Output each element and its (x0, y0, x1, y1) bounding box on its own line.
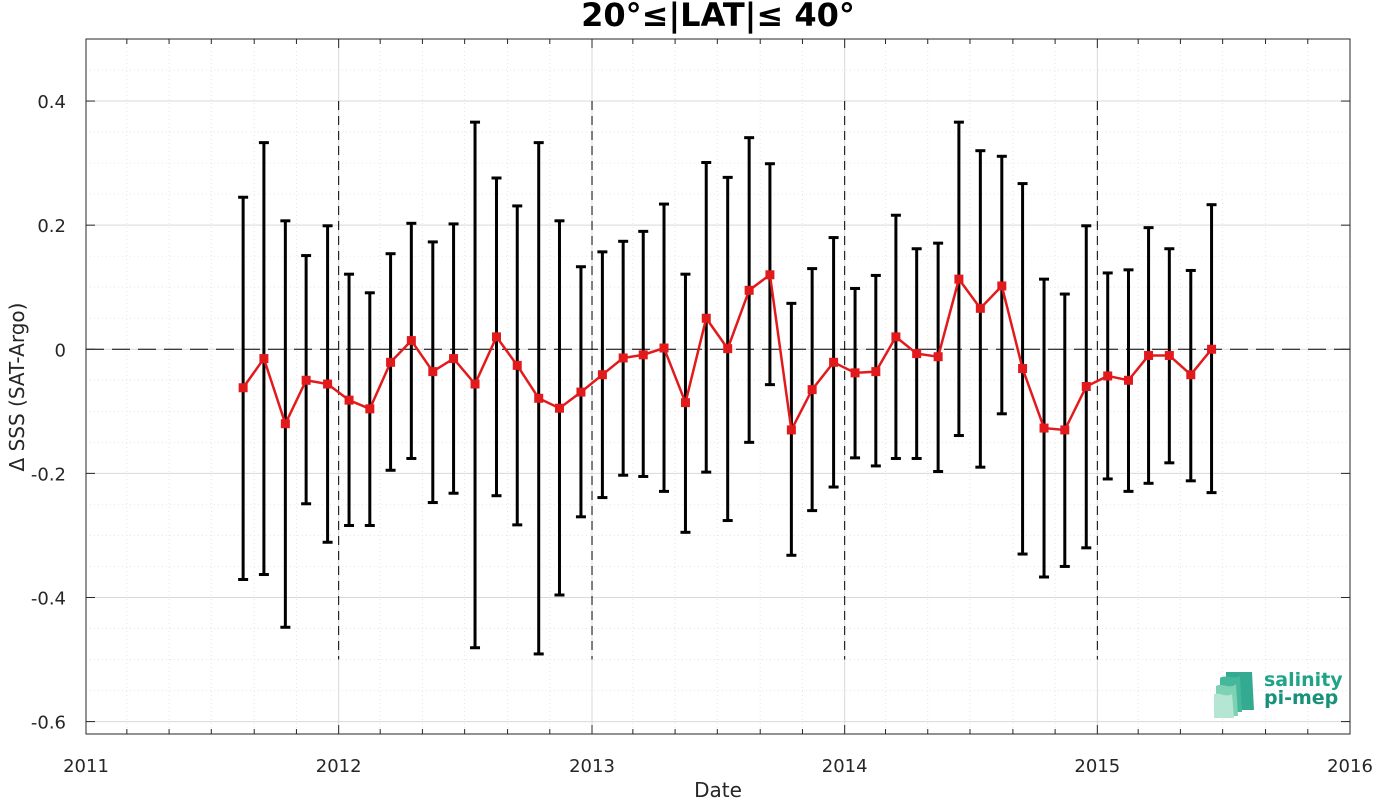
x-tick-label: 2012 (316, 756, 362, 777)
y-tick-label: 0 (55, 340, 66, 361)
data-point (1103, 371, 1113, 381)
data-point (238, 383, 248, 393)
data-point (1207, 344, 1217, 354)
data-point (975, 303, 985, 313)
chart-title: 20°≤|LAT|≤ 40° (581, 0, 855, 34)
data-point (680, 398, 690, 408)
y-tick-label: -0.2 (31, 464, 66, 485)
data-point (491, 332, 501, 342)
data-point (597, 370, 607, 380)
logo-wave-icon (1214, 672, 1254, 718)
tick-labels: 0.4 0.2 0 -0.2 -0.4 -0.6 2011 2012 2013 2014 2015 2… (31, 92, 1373, 777)
data-point (449, 354, 459, 364)
data-point (891, 332, 901, 342)
data-point (1123, 375, 1133, 385)
data-point (280, 419, 290, 429)
data-point (850, 368, 860, 378)
data-point (406, 336, 416, 346)
x-tick-label: 2011 (63, 756, 109, 777)
plot-frame (85, 38, 1351, 735)
x-tick-label: 2014 (822, 756, 868, 777)
data-point (701, 313, 711, 323)
data-point (659, 343, 669, 353)
data-point (744, 285, 754, 295)
y-tick-label: -0.6 (31, 713, 66, 734)
salinity-pimep-logo: salinity pi-mep (1212, 666, 1346, 718)
data-point (554, 403, 564, 413)
data-point (1186, 370, 1196, 380)
data-point (933, 352, 943, 362)
data-point (618, 353, 628, 363)
data-point (829, 357, 839, 367)
data-point (512, 360, 522, 370)
data-point (1039, 423, 1049, 433)
data-point (301, 375, 311, 385)
data-point (638, 350, 648, 360)
data-point (871, 367, 881, 377)
data-point (786, 425, 796, 435)
data-point (1164, 350, 1174, 360)
data-point (1081, 382, 1091, 391)
series-layer (238, 270, 1217, 435)
grid (85, 38, 1351, 734)
axis-ticks (85, 39, 1351, 734)
data-point (323, 379, 333, 389)
data-point (807, 385, 817, 395)
data-point (1060, 425, 1070, 435)
x-tick-label: 2016 (1327, 756, 1373, 777)
x-tick-label: 2015 (1074, 756, 1120, 777)
logo-text-line1: salinity (1264, 669, 1343, 691)
data-point (723, 344, 733, 354)
data-point (428, 367, 438, 377)
data-point (1018, 364, 1028, 374)
logo-text-line2: pi-mep (1264, 687, 1339, 709)
y-tick-label: 0.4 (37, 92, 66, 113)
y-tick-label: 0.2 (37, 216, 66, 237)
data-point (470, 379, 480, 389)
data-point (534, 393, 544, 403)
data-point (576, 387, 586, 397)
reference-lines (86, 101, 1350, 660)
y-tick-label: -0.4 (31, 588, 66, 609)
data-point (912, 349, 922, 359)
data-point (365, 404, 375, 414)
x-axis-label: Date (694, 778, 742, 802)
data-point (954, 274, 964, 284)
data-point (344, 395, 354, 405)
data-point (765, 270, 775, 280)
data-point (386, 357, 396, 367)
y-axis-label: Δ SSS (SAT-Argo) (5, 302, 29, 472)
x-tick-label: 2013 (569, 756, 615, 777)
data-point (997, 281, 1007, 291)
error-bars (238, 120, 1217, 656)
data-point (1144, 350, 1154, 360)
data-point (259, 354, 269, 364)
